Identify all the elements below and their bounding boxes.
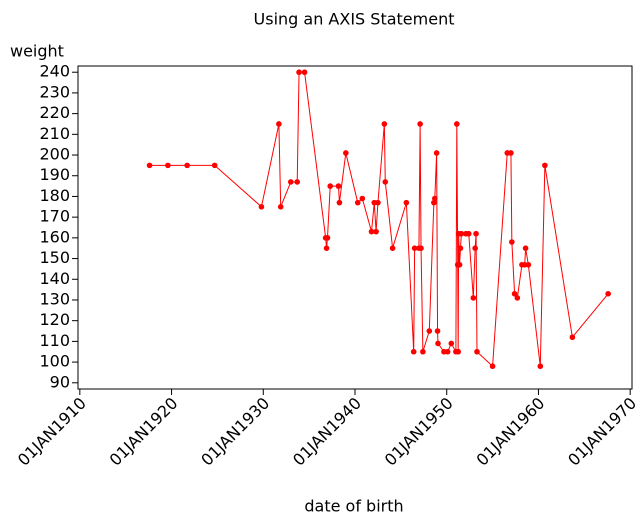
data-point (403, 199, 410, 206)
data-point (381, 121, 388, 127)
data-point (258, 203, 265, 210)
y-tick-label: 120 (39, 310, 70, 329)
y-tick-label: 90 (50, 372, 70, 391)
data-point (431, 195, 438, 202)
y-tick-label: 180 (39, 186, 70, 205)
data-point (343, 150, 349, 156)
data-point (525, 261, 532, 268)
y-tick-label: 190 (39, 165, 70, 184)
y-tick-label: 110 (39, 331, 70, 350)
y-tick-label: 210 (39, 124, 70, 143)
x-tick-label: 01JAN1920 (106, 394, 182, 470)
data-point (435, 340, 441, 347)
data-point (433, 150, 440, 156)
y-tick-label: 170 (39, 207, 70, 226)
x-tick-label: 01JAN1930 (197, 394, 273, 470)
data-point (474, 348, 480, 355)
data-point (411, 245, 418, 252)
data-point (301, 69, 308, 76)
data-point (324, 235, 331, 241)
y-tick-label: 220 (39, 103, 70, 122)
y-tick-label: 100 (39, 352, 70, 371)
data-point (489, 363, 496, 370)
y-tick-label: 140 (39, 269, 70, 288)
data-point (354, 199, 361, 206)
data-point (146, 162, 153, 169)
data-point (373, 228, 379, 235)
x-tick-label: 01JAN1910 (14, 394, 90, 470)
data-point (454, 121, 460, 127)
data-point (359, 195, 366, 202)
y-tick-label: 200 (39, 145, 70, 164)
data-point (276, 121, 282, 127)
data-point (368, 228, 375, 235)
x-tick-label: 01JAN1960 (472, 394, 548, 470)
x-tick-label: 01JAN1940 (289, 394, 365, 470)
data-point (542, 162, 548, 169)
data-point (434, 328, 441, 334)
data-point (184, 162, 190, 169)
plot-frame (77, 65, 633, 390)
y-tick-label: 150 (39, 248, 70, 267)
data-point (294, 179, 301, 185)
data-point (458, 230, 465, 237)
data-point (537, 363, 544, 370)
data-point (410, 348, 417, 355)
y-tick-label: 130 (39, 289, 70, 308)
data-point (420, 348, 426, 355)
chart-title: Using an AXIS Statement (254, 10, 455, 29)
x-tick-label: 01JAN1970 (564, 394, 640, 470)
y-tick-label: 240 (39, 62, 70, 81)
y-tick-label: 230 (39, 82, 70, 101)
data-point (382, 179, 389, 185)
y-axis-label: weight (10, 42, 64, 61)
data-point (296, 69, 302, 76)
data-point (511, 290, 518, 297)
data-point (327, 183, 334, 189)
data-point (605, 290, 611, 297)
x-tick-label: 01JAN1950 (381, 394, 457, 470)
data-point (277, 203, 284, 210)
data-line (149, 71, 609, 368)
data-point (465, 230, 472, 237)
data-point (165, 162, 171, 169)
data-point (456, 261, 463, 268)
data-point (455, 348, 461, 355)
data-point (426, 328, 433, 334)
data-point (444, 348, 451, 355)
data-point (389, 245, 396, 252)
data-point (323, 245, 330, 252)
data-point (508, 150, 514, 156)
data-point (211, 162, 218, 169)
data-point (522, 245, 529, 252)
data-point (418, 245, 424, 252)
data-point (473, 230, 479, 237)
data-point (375, 199, 381, 206)
data-point (569, 334, 576, 341)
data-point (514, 295, 521, 301)
data-point (509, 239, 515, 245)
data-point (287, 179, 294, 185)
x-axis-label: date of birth (304, 497, 403, 516)
data-point (335, 183, 342, 189)
y-tick-label: 160 (39, 227, 70, 246)
data-point (472, 245, 478, 252)
data-point (448, 340, 455, 347)
data-point (336, 199, 343, 206)
data-point (417, 121, 423, 127)
data-point (470, 295, 477, 301)
data-point (457, 245, 464, 252)
